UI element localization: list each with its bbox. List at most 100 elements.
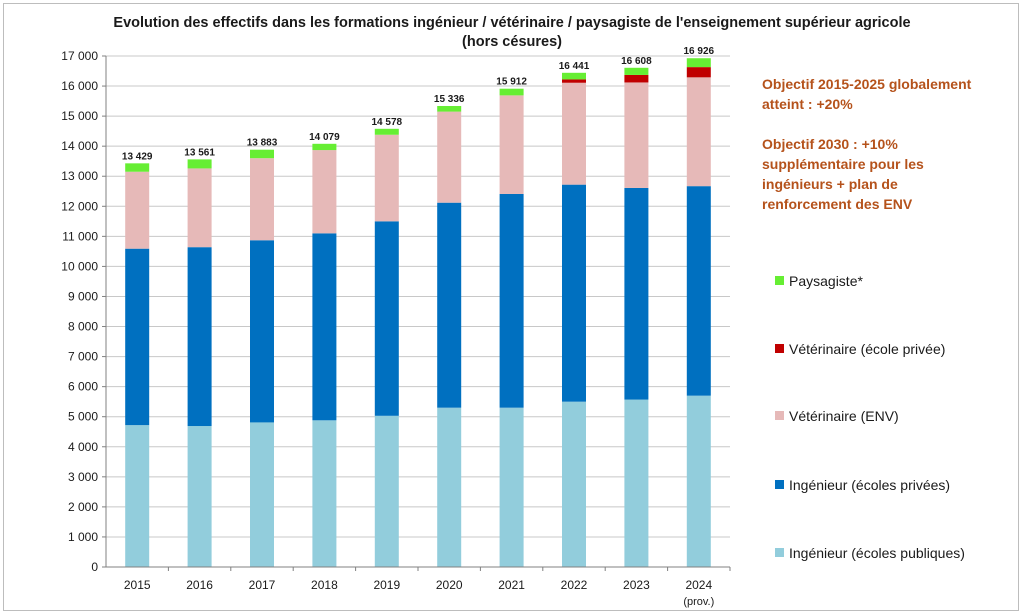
- bar-segment: [374, 134, 399, 222]
- y-tick-label: 12 000: [61, 199, 98, 213]
- bar-segment: [312, 233, 337, 421]
- bar-segment: [312, 143, 337, 151]
- bar-segment: [250, 149, 274, 159]
- bar-segment: [686, 67, 711, 78]
- bar-total-label: 14 578: [372, 117, 403, 128]
- x-tick-label: 2023: [623, 578, 650, 592]
- y-tick-label: 10 000: [61, 259, 98, 273]
- legend-swatch: [775, 276, 784, 285]
- bar-segment: [624, 74, 649, 83]
- y-tick-label: 15 000: [61, 109, 98, 123]
- bar-segment: [437, 407, 462, 567]
- chart-subtitle-line: (hors césures): [462, 34, 562, 50]
- y-tick-label: 3 000: [68, 470, 98, 484]
- annotation-line: ingénieurs + plan de: [762, 176, 898, 192]
- x-tick-label: 2019: [373, 578, 400, 592]
- bar-segment: [562, 401, 586, 567]
- bar-segment: [250, 240, 274, 423]
- bar-segment: [250, 158, 274, 241]
- annotation-line: Objectif 2015-2025 globalement: [762, 76, 972, 92]
- y-tick-label: 4 000: [68, 440, 98, 454]
- bar-segment: [499, 95, 524, 194]
- bar-total-label: 16 441: [559, 61, 590, 72]
- legend-label: Vétérinaire (école privée): [789, 341, 945, 357]
- y-tick-label: 2 000: [68, 500, 98, 514]
- bar-segment: [562, 72, 586, 80]
- legend-label: Ingénieur (écoles publiques): [789, 545, 965, 561]
- legend-swatch: [775, 480, 784, 489]
- x-tick-label: 2021: [498, 578, 525, 592]
- y-tick-label: 7 000: [68, 350, 98, 364]
- bar-total-label: 15 336: [434, 94, 465, 105]
- bar-segment: [686, 58, 711, 68]
- bar-segment: [374, 128, 399, 135]
- y-tick-label: 8 000: [68, 320, 98, 334]
- y-tick-label: 11 000: [62, 229, 98, 243]
- annotation-line: supplémentaire pour les: [762, 156, 924, 172]
- bar-segment: [562, 82, 586, 185]
- y-tick-label: 16 000: [61, 79, 98, 93]
- x-tick-sublabel: (prov.): [683, 596, 714, 608]
- bar-segment: [624, 67, 649, 75]
- bar-segment: [187, 426, 212, 567]
- y-tick-label: 17 000: [61, 49, 98, 63]
- bar-total-label: 14 079: [309, 132, 340, 143]
- total-labels: 13 429 13 561 13 883 14 079 14 578 15 336 15 9…: [122, 46, 715, 162]
- bar-segment: [125, 163, 150, 172]
- y-tick-label: 0: [91, 560, 98, 574]
- x-tick-label: 2018: [311, 578, 338, 592]
- annotations: Objectif 2015-2025 globalement atteint : …: [762, 76, 972, 212]
- bar-segment: [437, 106, 462, 112]
- bar-segment: [686, 77, 711, 187]
- bar-total-label: 16 608: [621, 56, 652, 67]
- bar-segment: [686, 186, 711, 396]
- bar-segment: [499, 407, 524, 567]
- bar-segment: [624, 187, 649, 400]
- legend: Paysagiste* Vétérinaire (école privée) Vét…: [775, 273, 965, 561]
- annotation-line: atteint : +20%: [762, 96, 853, 112]
- bar-segment: [499, 88, 524, 96]
- legend-swatch: [775, 344, 784, 353]
- bar-segment: [562, 79, 586, 83]
- annotation-line: renforcement des ENV: [762, 196, 913, 212]
- bar-segment: [187, 247, 212, 427]
- x-tick-label: 2017: [249, 578, 276, 592]
- axes: 0 1 000 2 000 3 000 4 000 5 000 6 000 7 000 8 00…: [61, 49, 731, 608]
- bar-segment: [624, 82, 649, 188]
- bar-total-label: 13 429: [122, 151, 153, 162]
- bar-segment: [187, 159, 212, 169]
- legend-label: Ingénieur (écoles privées): [789, 477, 950, 493]
- bar-segment: [562, 184, 586, 402]
- legend-swatch: [775, 548, 784, 557]
- legend-swatch: [775, 411, 784, 420]
- chart-title: Evolution des effectifs dans les formati…: [113, 15, 910, 50]
- y-tick-label: 14 000: [61, 139, 98, 153]
- y-tick-label: 5 000: [68, 410, 98, 424]
- bar-segment: [437, 202, 462, 408]
- bar-total-label: 15 912: [496, 77, 527, 88]
- bar-segment: [374, 415, 399, 567]
- bar-segment: [125, 425, 150, 567]
- x-tick-label: 2015: [124, 578, 151, 592]
- bar-segment: [686, 395, 711, 567]
- bar-segment: [125, 171, 150, 249]
- bar-segment: [374, 221, 399, 416]
- bars: [125, 58, 711, 567]
- x-tick-label: 2022: [561, 578, 588, 592]
- bar-segment: [312, 420, 337, 567]
- bar-segment: [187, 168, 212, 248]
- bar-segment: [624, 399, 649, 567]
- legend-label: Vétérinaire (ENV): [789, 408, 899, 424]
- y-tick-label: 6 000: [68, 380, 98, 394]
- bar-segment: [312, 150, 337, 234]
- bar-segment: [250, 422, 274, 567]
- x-tick-label: 2016: [186, 578, 213, 592]
- bar-total-label: 16 926: [684, 46, 715, 57]
- chart-title-line: Evolution des effectifs dans les formati…: [113, 15, 910, 31]
- bar-segment: [437, 111, 462, 203]
- y-tick-label: 13 000: [61, 169, 98, 183]
- y-tick-label: 1 000: [68, 530, 98, 544]
- bar-segment: [125, 248, 150, 426]
- x-tick-label: 2024: [685, 578, 712, 592]
